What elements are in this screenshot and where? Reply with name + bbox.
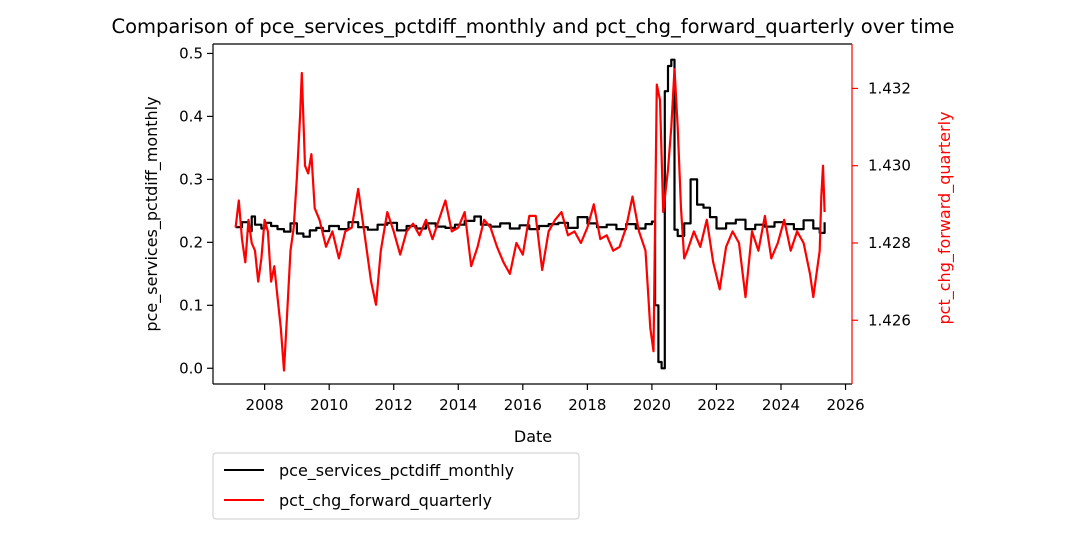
x-axis-label: Date xyxy=(514,427,552,446)
x-tick-label: 2022 xyxy=(697,396,735,414)
y-left-tick-label: 0.3 xyxy=(179,170,203,188)
x-tick-label: 2010 xyxy=(310,396,348,414)
series-line-pce-services xyxy=(235,58,826,370)
y-axis-left-label: pce_services_pctdiff_monthly xyxy=(142,96,162,331)
x-tick-label: 2008 xyxy=(246,396,284,414)
x-tick-label: 2024 xyxy=(762,396,800,414)
plot-frame xyxy=(212,43,853,385)
y-right-tick-label: 1.426 xyxy=(868,311,911,329)
legend-box xyxy=(212,452,580,520)
y-axis-right: 1.426 1.428 1.430 1.432 xyxy=(852,79,911,329)
x-tick-label: 2012 xyxy=(375,396,413,414)
x-tick-label: 2020 xyxy=(633,396,671,414)
y-left-tick-label: 0.4 xyxy=(179,107,203,125)
x-tick-label: 2026 xyxy=(826,396,864,414)
y-right-tick-label: 1.432 xyxy=(868,79,911,97)
y-left-tick-label: 0.5 xyxy=(179,44,203,62)
legend-label-pce: pce_services_pctdiff_monthly xyxy=(279,461,514,481)
y-axis-right-label: pct_chg_forward_quarterly xyxy=(935,112,955,325)
y-left-tick-label: 0.0 xyxy=(179,359,203,377)
x-tick-label: 2018 xyxy=(568,396,606,414)
legend-label-pct: pct_chg_forward_quarterly xyxy=(279,491,492,511)
x-tick-label: 2016 xyxy=(504,396,542,414)
y-left-tick-label: 0.2 xyxy=(179,233,203,251)
y-right-tick-label: 1.428 xyxy=(868,234,911,252)
series-layer xyxy=(234,58,826,372)
y-left-tick-label: 0.1 xyxy=(179,296,203,314)
legend: pce_services_pctdiff_monthly pct_chg_for… xyxy=(212,452,580,520)
chart-title: Comparison of pce_services_pctdiff_month… xyxy=(111,15,954,38)
x-axis: 2008 2010 2012 2014 2016 2018 2020 2022 2024 2026 xyxy=(246,384,865,414)
y-right-tick-label: 1.430 xyxy=(868,157,911,175)
y-axis-left: 0.0 0.1 0.2 0.3 0.4 0.5 xyxy=(179,44,213,377)
x-tick-label: 2014 xyxy=(439,396,477,414)
series-line-pct-chg-forward xyxy=(234,68,826,372)
